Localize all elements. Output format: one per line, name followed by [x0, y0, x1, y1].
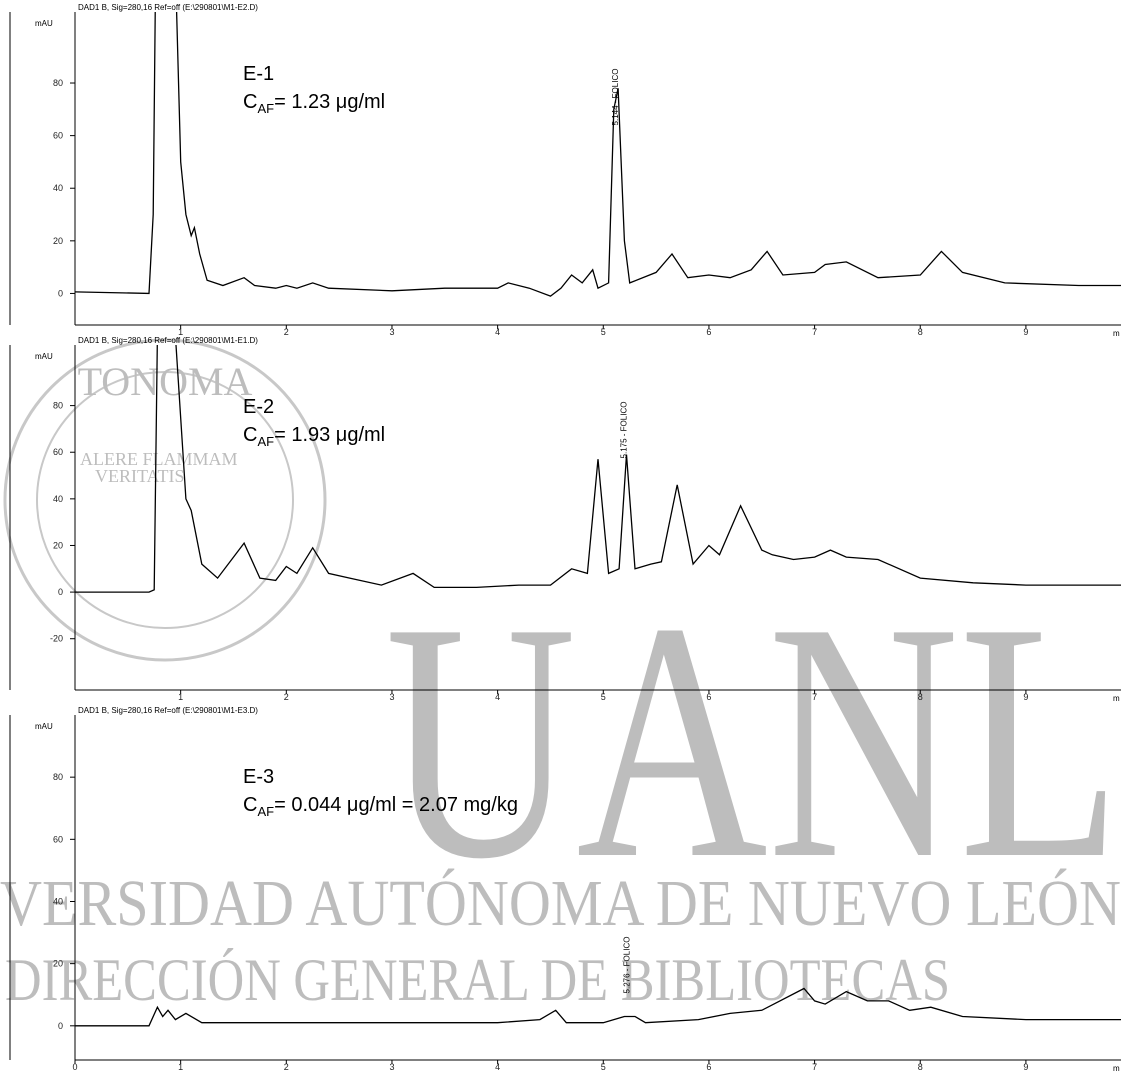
y-tick-label: 80 [53, 401, 63, 411]
seal-top: TONOMA [78, 359, 253, 404]
y-label: mAU [35, 352, 53, 361]
x-tick-label: 9 [1023, 692, 1028, 702]
y-tick-label: -20 [50, 634, 63, 644]
peak-label: 5.276 - FOLICO [623, 937, 632, 994]
x-tick-label: 8 [918, 327, 923, 337]
conc-text: = 1.23 μg/ml [274, 91, 385, 113]
x-tick-label: 9 [1023, 1062, 1028, 1072]
y-tick-label: 60 [53, 834, 63, 844]
x-tick-label: 4 [495, 1062, 500, 1072]
y-label: mAU [35, 19, 53, 28]
y-tick-label: 0 [58, 288, 63, 298]
x-tick-label: 1 [178, 327, 183, 337]
x-label: m [1113, 329, 1120, 338]
trace [75, 12, 1121, 297]
conc-text: = 0.044 μg/ml = 2.07 mg/kg [274, 794, 518, 816]
chromatogram: DAD1 B, Sig=280,16 Ref=off (E:\290801\M1… [9, 3, 1121, 338]
x-tick-label: 5 [601, 327, 606, 337]
peak-label: 5.175 - FOLICO [620, 402, 629, 459]
motto: VERITATIS [95, 466, 185, 486]
sample-label: E-1 [243, 63, 274, 85]
x-tick-label: 1 [178, 1062, 183, 1072]
x-tick-label: 3 [389, 1062, 394, 1072]
chromatogram: DAD1 B, Sig=280,16 Ref=off (E:\290801\M1… [9, 336, 1121, 703]
x-tick-label: 7 [812, 1062, 817, 1072]
y-label: mAU [35, 722, 53, 731]
y-tick-label: 60 [53, 131, 63, 141]
seal-inner [36, 371, 294, 629]
seal-ring [3, 338, 327, 662]
x-tick-label: 6 [706, 327, 711, 337]
y-tick-label: 60 [53, 447, 63, 457]
watermark-line: VERSIDAD AUTÓNOMA DE NUEVO LEÓN [0, 867, 1121, 940]
y-tick-label: 80 [53, 772, 63, 782]
x-tick-label: 8 [918, 692, 923, 702]
y-tick-label: 40 [53, 494, 63, 504]
concentration: CAF= 1.93 μg/ml [243, 424, 385, 449]
header: DAD1 B, Sig=280,16 Ref=off (E:\290801\M1… [78, 336, 258, 345]
x-tick-label: 5 [601, 692, 606, 702]
x-tick-label: 3 [389, 327, 394, 337]
x-tick-label: 2 [284, 1062, 289, 1072]
chromatogram: DAD1 B, Sig=280,16 Ref=off (E:\290801\M1… [9, 706, 1121, 1072]
concentration: CAF= 0.044 μg/ml = 2.07 mg/kg [243, 794, 518, 819]
x-tick-label: 0 [72, 1062, 77, 1072]
header: DAD1 B, Sig=280,16 Ref=off (E:\290801\M1… [78, 706, 258, 715]
watermark: TONOMA ALERE FLAMMAM VERITATIS UANL VERS… [0, 338, 1121, 1013]
y-tick-label: 20 [53, 540, 63, 550]
trace [75, 345, 1121, 593]
x-label: m [1113, 1064, 1120, 1072]
conc-text: = 1.93 μg/ml [274, 424, 385, 446]
x-tick-label: 6 [706, 692, 711, 702]
y-tick-label: 40 [53, 896, 63, 906]
x-tick-label: 5 [601, 1062, 606, 1072]
x-tick-label: 2 [284, 692, 289, 702]
x-tick-label: 3 [389, 692, 394, 702]
x-tick-label: 9 [1023, 327, 1028, 337]
x-tick-label: 1 [178, 692, 183, 702]
x-tick-label: 8 [918, 1062, 923, 1072]
watermark-line: DIRECCIÓN GENERAL DE BIBLIOTECAS [5, 947, 950, 1013]
x-tick-label: 7 [812, 692, 817, 702]
x-tick-label: 4 [495, 692, 500, 702]
conc-symbol: C [243, 91, 257, 113]
x-label: m [1113, 694, 1120, 703]
trace [75, 987, 1121, 1027]
y-tick-label: 20 [53, 236, 63, 246]
y-tick-label: 0 [58, 587, 63, 597]
x-tick-label: 2 [284, 327, 289, 337]
sample-label: E-2 [243, 396, 274, 418]
x-tick-label: 7 [812, 327, 817, 337]
conc-subscript: AF [257, 434, 274, 449]
header: DAD1 B, Sig=280,16 Ref=off (E:\290801\M1… [78, 3, 258, 12]
sample-label: E-3 [243, 766, 274, 788]
y-tick-label: 20 [53, 959, 63, 969]
peak-label: 5.144 - FOLICO [611, 69, 620, 126]
y-tick-label: 40 [53, 183, 63, 193]
x-tick-label: 6 [706, 1062, 711, 1072]
conc-subscript: AF [257, 101, 274, 116]
watermark-big: UANL [385, 552, 1121, 929]
x-tick-label: 4 [495, 327, 500, 337]
y-tick-label: 80 [53, 78, 63, 88]
conc-symbol: C [243, 424, 257, 446]
y-tick-label: 0 [58, 1021, 63, 1031]
conc-symbol: C [243, 794, 257, 816]
concentration: CAF= 1.23 μg/ml [243, 91, 385, 116]
motto: ALERE FLAMMAM [80, 449, 238, 469]
conc-subscript: AF [257, 804, 274, 819]
